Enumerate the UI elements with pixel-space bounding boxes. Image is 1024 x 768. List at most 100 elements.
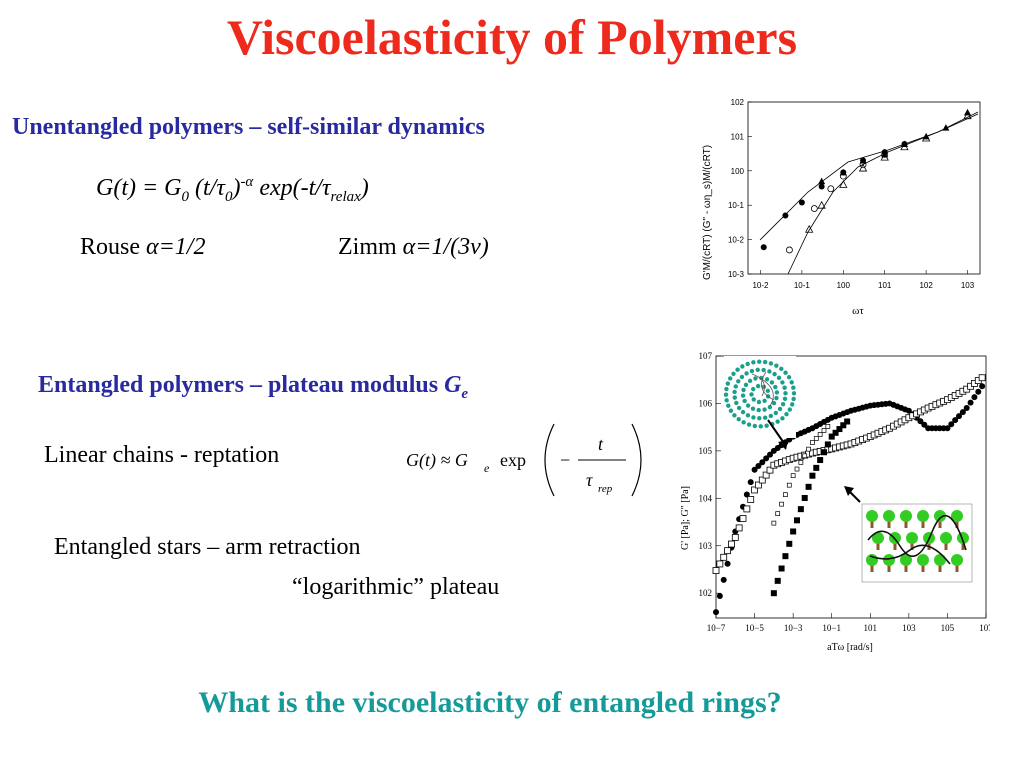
- tree-trunk: [955, 564, 959, 572]
- chart1-point: [859, 161, 867, 169]
- tree-pointer-arrowhead: [844, 486, 854, 496]
- star-bead: [739, 374, 745, 380]
- star-bead: [726, 403, 731, 408]
- tree-crown: [900, 554, 912, 566]
- chart1-point: [858, 163, 868, 172]
- tree-trunk: [961, 542, 965, 550]
- star-bead: [746, 422, 752, 427]
- star-bead: [767, 404, 773, 410]
- chart2-point: [813, 436, 819, 441]
- entangled-heading: Entangled polymers – plateau modulus Ge: [38, 372, 468, 403]
- star-bead: [761, 367, 766, 373]
- chart2-point: [743, 491, 750, 498]
- chart1-zimm-curve: [787, 111, 979, 275]
- star-bead: [743, 382, 749, 388]
- chart2-point: [828, 433, 835, 440]
- rep-eq-denominator: τ: [586, 470, 593, 490]
- chart2-point: [810, 440, 815, 445]
- star-bead: [731, 371, 736, 376]
- chart2-point: [751, 466, 758, 473]
- tree-trunk: [944, 542, 948, 550]
- chart2-point: [844, 418, 851, 425]
- tree-crown: [917, 510, 929, 522]
- chart2-point: [921, 421, 928, 428]
- chart2-point: [728, 540, 735, 548]
- tree-trunk: [955, 520, 959, 528]
- chart2-point: [735, 524, 743, 532]
- star-bead: [736, 379, 741, 384]
- rep-eq-exp: exp: [500, 450, 526, 470]
- star-bead: [771, 400, 777, 406]
- chart2-point: [767, 451, 773, 458]
- zimm-exponent: Zimm α=1/(3ν): [338, 234, 489, 261]
- chart2-point: [743, 505, 751, 513]
- star-bead: [751, 415, 756, 420]
- chart2-point: [720, 576, 727, 583]
- chart2-point: [716, 592, 723, 599]
- chart1-y-axis-label: G'M/(cRT) (G" - ωη_s)M/(cRT): [702, 145, 713, 280]
- chart2-point: [801, 494, 808, 501]
- chart2-x-tick-label: 10−1: [822, 623, 841, 633]
- chart1-x-tick-label: 101: [878, 281, 892, 290]
- chart2-point: [786, 482, 792, 488]
- chart2-x-tick-label: 10−3: [784, 623, 803, 633]
- chart2-point: [747, 479, 754, 486]
- chart2-x-tick-label: 10−7: [707, 623, 726, 633]
- chart2-point: [775, 511, 781, 516]
- chart2-point: [836, 426, 843, 433]
- chart1-point: [818, 183, 825, 190]
- star-bead: [772, 371, 777, 377]
- star-bead: [762, 398, 767, 403]
- tree-trunk: [938, 520, 942, 528]
- rep-eq-lhs: G(t) ≈ G: [406, 450, 468, 471]
- tree-crown: [866, 510, 878, 522]
- chart2-x-tick-label: 103: [902, 623, 916, 633]
- tree-crown: [951, 554, 963, 566]
- star-bead: [724, 386, 729, 392]
- tree-crown: [934, 510, 946, 522]
- star-bead: [751, 360, 756, 365]
- star-bead: [736, 416, 741, 422]
- stars-line-1: Entangled stars – arm retraction: [54, 534, 361, 560]
- entangled-modulus-chart: 10−7 10−5 10−3 10−1 101 103 105 107 102 103 104 105…: [680, 351, 990, 653]
- tree-trunk: [938, 564, 942, 572]
- star-bead: [768, 361, 774, 366]
- chart1-point: [881, 150, 889, 158]
- chart2-point: [821, 428, 827, 433]
- chart2-point: [747, 496, 755, 503]
- entangled-heading-var: G: [444, 372, 462, 398]
- chart2-point: [948, 421, 955, 428]
- chart1-y-tick-label: 10-1: [728, 201, 745, 210]
- chart2-point: [783, 492, 788, 498]
- star-bead: [779, 366, 784, 372]
- chart1-point: [827, 185, 835, 193]
- tree-crown: [917, 554, 929, 566]
- chart2-point: [817, 457, 824, 464]
- star-bead: [780, 416, 785, 421]
- chart1-x-tick-label: 10-1: [794, 281, 811, 290]
- star-bead: [768, 413, 774, 419]
- star-bead: [791, 396, 796, 402]
- star-bead: [774, 395, 779, 401]
- tree-trunk: [893, 542, 897, 550]
- chart1-point: [921, 133, 931, 142]
- linear-chains-label: Linear chains - reptation: [44, 442, 280, 468]
- tree-trunk: [910, 542, 914, 550]
- star-bead: [773, 410, 779, 416]
- chart2-point: [806, 446, 811, 452]
- chart2-y-axis-label: G' [Pa]; G" [Pa]: [680, 486, 691, 550]
- chart2-point: [713, 609, 719, 616]
- star-bead: [762, 359, 768, 365]
- star-bead: [740, 364, 745, 369]
- chart2-point: [794, 466, 800, 472]
- tree-crown: [940, 532, 952, 544]
- chart2-frame: [715, 355, 987, 619]
- star-bead: [763, 415, 768, 420]
- chart2-point: [790, 473, 796, 479]
- star-bead: [757, 416, 762, 421]
- chart2-point: [971, 394, 978, 401]
- chart1-point: [942, 124, 950, 131]
- chart2-y-tick-label: 103: [699, 541, 713, 551]
- chart1-x-axis-label: ωτ: [852, 305, 864, 317]
- tree-trunk: [887, 564, 891, 572]
